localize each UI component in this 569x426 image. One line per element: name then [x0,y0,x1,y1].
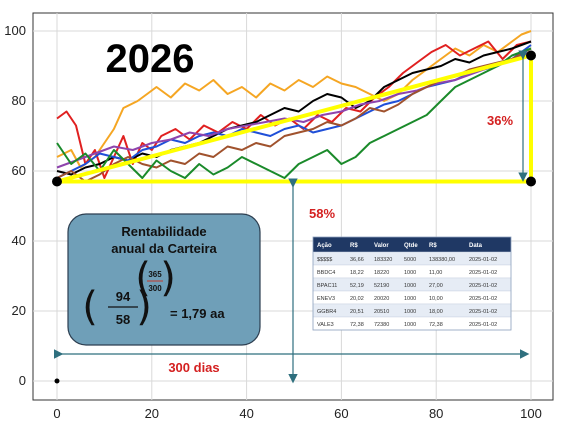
table-cell: 1000 [404,322,416,328]
series-line [56,40,532,176]
formula-paren-right: ) [136,284,152,330]
series-line [56,47,532,179]
table-cell: 20510 [374,309,389,315]
table-cell: 1000 [404,270,416,276]
y-tick-label: 0 [19,373,26,388]
series-line [56,30,532,169]
table-cell: 52190 [374,283,389,289]
table-header-cell: Ação [317,243,332,249]
formula-title-2: anual da Carteira [111,241,217,256]
table-cell: 1000 [404,283,416,289]
table-cell: 36,66 [350,257,364,263]
table-cell: 138380,00 [429,257,455,263]
x-tick-label: 100 [520,406,542,421]
diag-pct-label: 58% [309,206,335,221]
table-cell: GGBR4 [317,309,336,315]
table-cell: BPAC11 [317,283,337,289]
table-cell: VALE3 [317,322,334,328]
table-header-cell: Valor [374,243,389,249]
exp-paren-right: ) [160,255,176,301]
y-tick-label: 40 [12,233,26,248]
point-marker [526,50,536,61]
table-cell: 10,00 [429,296,443,302]
table-cell: 183320 [374,257,392,263]
x-tick-label: 80 [429,406,443,421]
table-header-cell: R$ [429,243,437,249]
table-cell: 2025-01-02 [469,322,497,328]
x-tick-label: 20 [145,406,159,421]
table-cell: 2025-01-02 [469,296,497,302]
table-header-cell: Data [469,243,483,249]
table-cell: $$$$$ [317,257,332,263]
table-cell: 2025-01-02 [469,283,497,289]
trend-line [56,53,532,184]
y-tick-label: 20 [12,303,26,318]
table-cell: 20,51 [350,309,364,315]
series-line [56,40,532,179]
point-marker [54,378,60,384]
formula-box [67,213,261,346]
table-cell: 18,22 [350,270,364,276]
x-tick-label: 0 [53,406,60,421]
table-cell: 11,00 [429,270,442,276]
table-cell: 20020 [374,296,389,302]
x-tick-label: 60 [334,406,348,421]
table-cell: 52,19 [350,283,364,289]
formula-numerator: 94 [116,289,131,304]
table-header-cell: Qtde [404,243,418,249]
table-cell: 18220 [374,270,389,276]
exponent-denominator: 300 [148,284,162,293]
formula-result: = 1,79 aa [170,306,225,321]
table-cell: 2025-01-02 [469,309,497,315]
formula-denominator: 58 [116,312,130,327]
vertical-pct-label: 36% [487,113,513,128]
table-cell: 20,02 [350,296,364,302]
y-tick-label: 80 [12,93,26,108]
exponent-numerator: 365 [148,270,162,279]
table-cell: 72380 [374,322,389,328]
y-tick-label: 100 [4,23,26,38]
table-cell: 72,38 [429,322,443,328]
table-cell: 18,00 [429,309,443,315]
table-cell: 2025-01-02 [469,270,497,276]
point-marker [52,176,62,187]
formula-title-1: Rentabilidade [121,224,206,239]
table-cell: 27,00 [429,283,443,289]
table-cell: 72,38 [350,322,364,328]
x-tick-label: 40 [239,406,253,421]
table-cell: 2025-01-02 [469,257,497,263]
days-label: 300 dias [168,360,219,375]
point-marker [526,176,536,187]
y-tick-label: 60 [12,163,26,178]
formula-paren-left: ( [82,284,98,330]
table-cell: 5000 [404,257,416,263]
table-border [312,236,512,331]
table-header-bg [313,237,511,252]
table-cell: 1000 [404,309,416,315]
year-label: 2026 [106,37,195,81]
table-cell: BBDC4 [317,270,335,276]
exp-paren-left: ( [135,255,151,301]
table-cell: ENEV3 [317,296,335,302]
table-header-cell: R$ [350,243,358,249]
table-cell: 1000 [404,296,416,302]
